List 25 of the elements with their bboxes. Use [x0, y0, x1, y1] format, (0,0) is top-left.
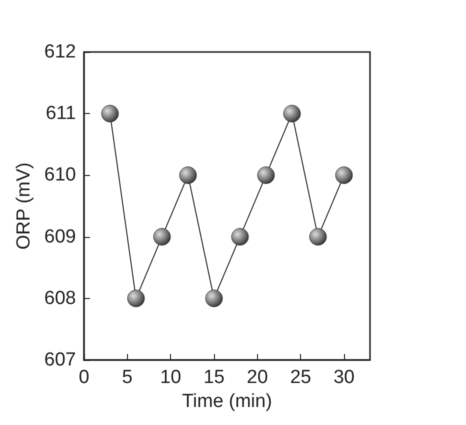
y-tick-label: 612 — [44, 42, 76, 62]
y-tick-label: 609 — [44, 226, 76, 248]
point — [335, 166, 353, 184]
x-tick-label: 0 — [78, 367, 90, 388]
y-axis-title: ORP (mV) — [13, 162, 34, 250]
point — [127, 290, 145, 308]
point — [101, 104, 119, 122]
x-tick-label: 10 — [160, 367, 182, 388]
y-tick-label: 611 — [46, 103, 76, 124]
y-tick-label: 610 — [44, 164, 76, 186]
point — [257, 166, 275, 184]
x-tick-label: 20 — [246, 367, 268, 388]
point — [153, 228, 171, 246]
x-tick-label: 30 — [333, 367, 355, 388]
point — [309, 228, 327, 246]
y-tick-label: 607 — [44, 350, 76, 370]
x-tick-label: 5 — [122, 367, 133, 388]
x-axis-title: Time (min) — [182, 390, 272, 412]
y-tick-label: 608 — [44, 288, 76, 309]
x-tick-label: 15 — [203, 367, 225, 388]
point — [179, 166, 197, 184]
point — [231, 228, 249, 246]
x-tick-label: 25 — [290, 367, 312, 388]
point — [205, 290, 223, 308]
point — [283, 104, 301, 122]
